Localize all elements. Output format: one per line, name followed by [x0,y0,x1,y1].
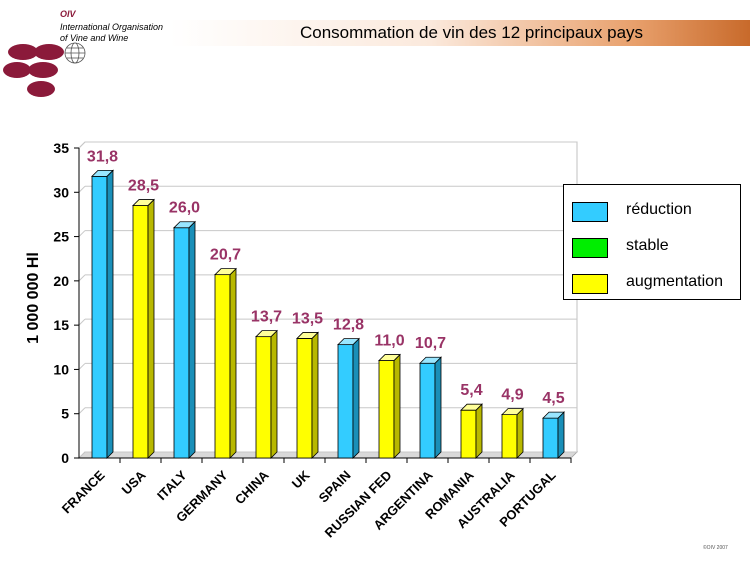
value-label: 11,0 [374,333,404,350]
x-tick-label: ITALY [154,467,190,503]
bar [214,267,237,459]
page-title: Consommation de vin des 12 principaux pa… [300,23,644,42]
bar-front [460,409,477,459]
y-tick-label: 20 [53,273,69,289]
bar-side [188,220,196,459]
bar-front [296,338,313,459]
bar-front [173,227,190,459]
bar-top [296,332,319,339]
bar-top [337,338,360,346]
org-acronym: OIV [60,9,76,19]
x-tick-label: UK [289,467,313,491]
y-tick-label: 25 [53,229,69,245]
value-label: 26,0 [169,200,200,217]
bar-top [542,411,565,419]
bar [460,403,483,459]
bar-front [214,274,231,459]
bar-front [542,417,559,459]
gridline-diagonal [78,451,86,459]
bar-front [337,344,354,459]
value-label: 31,8 [87,148,118,165]
bar-side [393,353,401,459]
bar [501,407,524,459]
value-label: 4,9 [501,387,523,404]
bar-top [173,221,196,229]
gridline-diagonal [78,141,86,149]
bar-front [378,360,395,459]
x-tick-label: FRANCE [59,467,108,516]
bar-top [501,408,524,416]
bar-side [434,356,442,459]
bar-top [255,330,278,338]
copyright: ©OIV 2007 [703,545,728,551]
bar [296,331,319,459]
bar-side [106,169,114,459]
y-tick-label: 10 [53,361,69,377]
value-label: 5,4 [460,382,482,399]
value-label: 12,8 [333,317,364,334]
legend-swatch-stable [572,238,608,258]
bar-side [557,411,565,459]
value-label: 10,7 [415,335,446,352]
oiv-logo-icon [3,42,86,97]
bar [255,329,278,459]
value-label: 20,7 [210,247,241,264]
bar-top [378,354,401,361]
legend-label-stable: stable [626,237,669,254]
x-tick-label: USA [119,467,149,497]
bar [378,353,401,459]
bar [173,220,196,459]
y-tick-label: 5 [61,406,69,422]
y-tick-label: 30 [53,184,69,200]
gridline-diagonal [78,363,86,370]
org-name-line1: International Organisation [60,22,164,32]
y-tick-label: 15 [53,317,69,333]
value-label: 13,7 [251,309,282,326]
legend-label-reduction: réduction [626,201,692,218]
bar-top [419,356,442,364]
value-label: 28,5 [128,178,159,195]
bar-front [419,362,436,459]
legend: réduction stable augmentation [563,184,741,300]
header-bar [170,20,750,46]
org-name: International Organisation of Vine and W… [60,22,163,44]
gridline-diagonal [78,274,86,282]
bar-top [132,199,155,206]
bar [542,411,565,459]
bar [91,169,114,459]
x-tick-label: SPAIN [316,468,354,506]
bar-top [91,169,114,177]
bar-side [147,198,155,459]
bar-front [91,175,108,459]
legend-swatch-reduction [572,202,608,222]
bar-top [214,268,237,276]
value-label: 13,5 [292,310,323,327]
bar-side [311,331,319,459]
bar-side [352,337,360,459]
y-tick-label: 35 [53,140,69,156]
gridline-diagonal [78,318,86,326]
bar-front [132,205,149,459]
bar-side [475,403,483,459]
y-tick-label: 0 [61,450,69,466]
bar-side [270,329,278,459]
org-name-line2: of Vine and Wine [60,33,129,43]
gridline-diagonal [78,407,86,415]
gridline-diagonal [78,185,86,193]
bar-side [516,407,524,459]
bar [419,356,442,459]
bar [337,337,360,459]
y-axis-label: 1 000 000 Hl [25,252,42,344]
x-tick-label: CHINA [232,467,272,507]
bar-front [501,414,518,459]
legend-swatch-augmentation [572,274,608,294]
bar [132,198,155,459]
gridline-diagonal [78,230,86,237]
bar-front [255,336,272,459]
value-label: 4,5 [542,390,564,407]
bar-top [460,403,483,411]
bar-side [229,267,237,459]
legend-label-augmentation: augmentation [626,273,723,290]
